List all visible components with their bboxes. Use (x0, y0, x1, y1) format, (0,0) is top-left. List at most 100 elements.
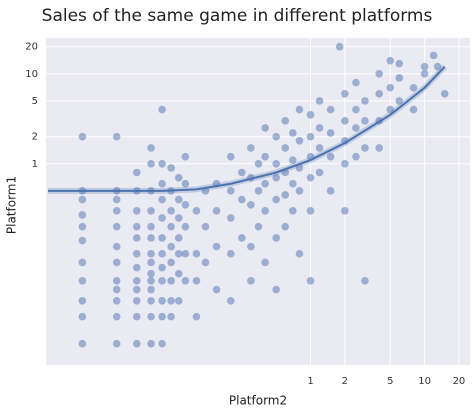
point (272, 132, 280, 141)
point (433, 62, 442, 71)
point (238, 195, 246, 204)
point (352, 152, 360, 161)
point (352, 105, 360, 114)
point (167, 164, 175, 172)
point (112, 258, 121, 267)
point (254, 222, 263, 231)
point (315, 124, 324, 132)
point (440, 89, 449, 98)
point (78, 296, 87, 305)
point (112, 132, 121, 141)
point (386, 105, 395, 114)
y-tick-label: 1 (32, 159, 38, 170)
point (386, 56, 395, 65)
point (315, 97, 324, 105)
point (326, 129, 335, 137)
point (395, 59, 404, 68)
point (78, 195, 87, 204)
plot-area (46, 38, 470, 365)
point (341, 159, 349, 168)
point (78, 222, 87, 231)
point (158, 339, 166, 348)
y-tick-label: 20 (25, 42, 38, 53)
point (409, 83, 418, 92)
point (272, 159, 280, 168)
point (409, 105, 418, 114)
point (147, 285, 155, 294)
point (261, 258, 269, 267)
y-tick-label: 10 (25, 69, 38, 80)
point (315, 144, 324, 152)
point (295, 249, 304, 258)
point (226, 187, 235, 195)
point (147, 249, 155, 258)
x-tick-label: 2 (342, 376, 348, 387)
point (361, 144, 369, 152)
point (181, 222, 190, 231)
point (429, 51, 438, 60)
point (226, 214, 235, 222)
point (112, 195, 121, 204)
point (78, 236, 87, 245)
point (158, 214, 166, 222)
point (174, 249, 183, 258)
point (295, 187, 304, 195)
point (158, 263, 166, 272)
point (341, 89, 349, 98)
point (361, 97, 369, 105)
point (335, 42, 344, 51)
point (147, 339, 155, 348)
point (289, 156, 297, 164)
point (261, 152, 269, 161)
point (281, 144, 290, 152)
point (78, 211, 87, 219)
point (420, 62, 429, 71)
point (132, 168, 141, 177)
x-tick-label: 5 (387, 376, 393, 387)
point (375, 70, 384, 78)
point (147, 269, 155, 278)
point (295, 105, 304, 114)
point (352, 78, 360, 87)
point (112, 296, 121, 305)
point (315, 168, 324, 177)
point (158, 105, 166, 114)
point (167, 312, 175, 321)
point (272, 173, 280, 182)
point (78, 277, 87, 285)
point (167, 296, 175, 305)
point (158, 159, 166, 168)
point (167, 207, 175, 215)
point (306, 277, 315, 285)
point (247, 144, 255, 152)
point (261, 124, 269, 132)
point (201, 258, 210, 267)
point (226, 249, 235, 258)
point (158, 296, 166, 305)
point (306, 111, 315, 119)
point (147, 159, 155, 168)
point (174, 214, 183, 222)
point (326, 152, 335, 161)
x-tick-label: 20 (453, 376, 466, 387)
point (395, 74, 404, 82)
point (361, 117, 369, 125)
point (181, 152, 190, 161)
point (212, 242, 221, 251)
point (132, 285, 141, 294)
point (341, 207, 349, 215)
point (306, 173, 315, 182)
point (341, 117, 349, 125)
point (112, 285, 121, 294)
point (192, 277, 201, 285)
point (375, 89, 384, 98)
point (158, 249, 166, 258)
point (158, 312, 166, 321)
point (112, 222, 121, 231)
y-axis-label: Platform1 (5, 176, 19, 234)
point (238, 234, 246, 242)
point (295, 164, 304, 172)
point (132, 207, 141, 215)
point (112, 242, 121, 251)
point (174, 296, 183, 305)
